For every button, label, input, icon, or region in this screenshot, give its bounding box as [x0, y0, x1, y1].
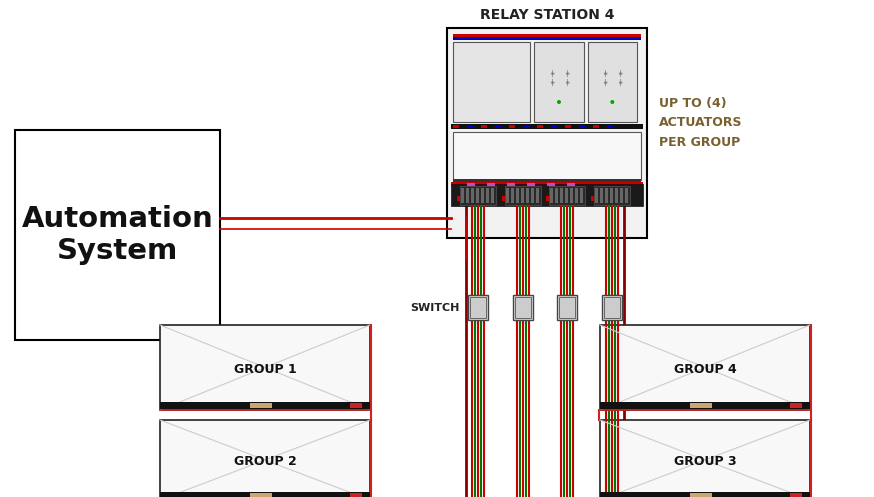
Bar: [690, 403, 712, 408]
Bar: [547, 183, 555, 186]
Bar: [467, 183, 475, 186]
Bar: [615, 188, 618, 203]
Bar: [467, 125, 473, 128]
Bar: [607, 125, 613, 128]
Bar: [470, 297, 486, 318]
Bar: [621, 188, 623, 203]
Bar: [558, 295, 578, 320]
Bar: [600, 188, 603, 203]
Bar: [491, 188, 494, 203]
Text: UP TO (4)
ACTUATORS
PER GROUP: UP TO (4) ACTUATORS PER GROUP: [659, 97, 743, 149]
Bar: [160, 420, 370, 497]
Bar: [481, 188, 484, 203]
Bar: [610, 188, 614, 203]
Bar: [466, 188, 468, 203]
Bar: [447, 28, 647, 238]
Bar: [551, 125, 557, 128]
Bar: [487, 183, 495, 186]
Bar: [453, 37, 641, 40]
Bar: [595, 188, 598, 203]
Bar: [468, 295, 488, 320]
Bar: [350, 493, 362, 497]
Bar: [451, 184, 643, 206]
Text: GROUP 3: GROUP 3: [674, 455, 736, 468]
Bar: [587, 42, 637, 122]
Text: GROUP 4: GROUP 4: [674, 363, 737, 376]
Bar: [550, 186, 586, 205]
Bar: [461, 188, 464, 203]
Bar: [559, 297, 575, 318]
Bar: [453, 125, 459, 128]
Bar: [525, 188, 529, 203]
Bar: [510, 188, 514, 203]
Bar: [625, 188, 628, 203]
Bar: [523, 125, 529, 128]
Bar: [600, 420, 810, 497]
Bar: [565, 188, 568, 203]
Bar: [453, 132, 641, 180]
Bar: [507, 183, 515, 186]
Bar: [481, 125, 487, 128]
Bar: [453, 42, 531, 122]
Bar: [565, 125, 571, 128]
Bar: [536, 188, 538, 203]
Bar: [593, 125, 599, 128]
Bar: [451, 124, 643, 129]
Bar: [551, 188, 553, 203]
Bar: [567, 183, 575, 186]
Bar: [160, 402, 370, 409]
Bar: [790, 403, 802, 408]
Bar: [690, 493, 712, 497]
Bar: [15, 130, 220, 340]
Bar: [475, 188, 479, 203]
Bar: [600, 402, 810, 409]
Bar: [527, 183, 535, 186]
Bar: [580, 188, 584, 203]
Bar: [160, 492, 370, 497]
Bar: [457, 196, 460, 201]
Bar: [790, 493, 802, 497]
Bar: [486, 188, 489, 203]
Bar: [504, 186, 541, 205]
Bar: [600, 492, 810, 497]
Bar: [451, 182, 643, 186]
Bar: [591, 196, 594, 201]
Bar: [453, 179, 641, 182]
Bar: [495, 125, 501, 128]
Text: Automation
System: Automation System: [22, 205, 213, 265]
Bar: [160, 325, 370, 410]
Circle shape: [610, 100, 614, 104]
Text: RELAY STATION 4: RELAY STATION 4: [480, 8, 614, 22]
Bar: [600, 325, 810, 410]
Bar: [537, 125, 543, 128]
Bar: [521, 188, 524, 203]
Bar: [546, 196, 550, 201]
Text: ╪
╪: ╪ ╪: [603, 70, 607, 85]
Bar: [560, 188, 564, 203]
Bar: [534, 42, 584, 122]
Bar: [555, 188, 558, 203]
Bar: [604, 297, 621, 318]
Text: GROUP 1: GROUP 1: [233, 363, 296, 376]
Bar: [602, 295, 622, 320]
Bar: [512, 295, 532, 320]
Text: SWITCH: SWITCH: [411, 303, 460, 313]
Text: ╪
╪: ╪ ╪: [618, 70, 621, 85]
Bar: [594, 186, 630, 205]
Bar: [453, 34, 641, 40]
Bar: [509, 125, 515, 128]
Bar: [571, 188, 573, 203]
Bar: [605, 188, 608, 203]
Bar: [350, 403, 362, 408]
Bar: [502, 196, 504, 201]
Bar: [505, 188, 509, 203]
Circle shape: [557, 100, 561, 104]
Bar: [250, 493, 272, 497]
Bar: [515, 297, 531, 318]
Bar: [516, 188, 518, 203]
Bar: [531, 188, 534, 203]
Bar: [471, 188, 474, 203]
Text: ╪
╪: ╪ ╪: [550, 70, 553, 85]
Text: GROUP 2: GROUP 2: [233, 455, 296, 468]
Text: ╪
╪: ╪ ╪: [565, 70, 568, 85]
